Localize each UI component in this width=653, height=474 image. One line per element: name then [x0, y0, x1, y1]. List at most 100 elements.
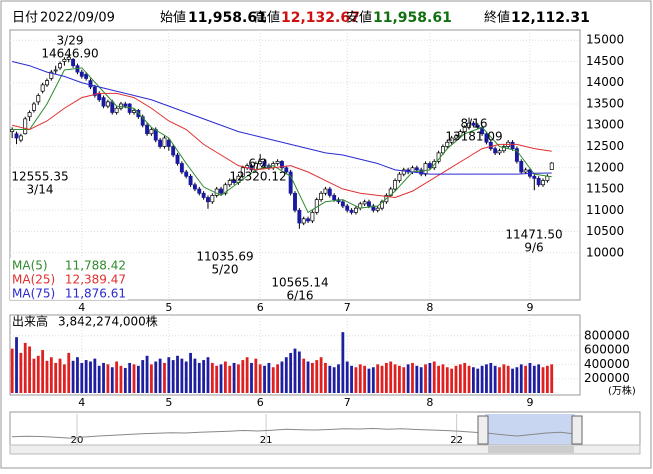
volume-bar	[167, 357, 171, 393]
volume-bar	[150, 364, 153, 393]
volume-bar	[241, 360, 245, 393]
nav-scroll-thumb[interactable]	[488, 446, 574, 453]
volume-bar	[267, 362, 271, 393]
volume-bar	[258, 364, 262, 393]
volume-bar	[250, 362, 253, 393]
volume-bar	[337, 364, 340, 393]
nav-label: 21	[260, 435, 273, 446]
y-tick-label: 400000	[584, 357, 630, 371]
candle-body	[84, 73, 89, 79]
x-tick-label: 4	[78, 396, 85, 409]
y-tick-label: 14500	[586, 54, 624, 68]
candle-body	[71, 58, 76, 67]
volume-bar	[511, 368, 514, 393]
candle-body	[97, 93, 102, 101]
header-label: 終値	[484, 10, 510, 26]
volume-bar	[524, 365, 528, 393]
volume-bar	[393, 364, 397, 393]
annotation: 3/14	[27, 183, 54, 197]
volume-bar	[498, 367, 501, 393]
candle-body	[58, 63, 62, 69]
candle-body	[427, 163, 432, 169]
legend-name: MA(75)	[12, 287, 55, 301]
annotation: 10565.14	[271, 276, 328, 290]
annotation: 5/20	[212, 263, 239, 277]
volume-bar	[76, 357, 79, 393]
candle-body	[549, 162, 554, 170]
candle-body	[332, 195, 337, 201]
y-tick-label: 13500	[586, 96, 624, 110]
y-tick-label: 12500	[586, 139, 624, 153]
y-tick-label: 10500	[586, 224, 624, 238]
candle-body	[319, 192, 324, 201]
candle-body	[132, 110, 136, 113]
candle-body	[49, 71, 54, 79]
volume-bar	[550, 364, 554, 393]
candle-body	[23, 118, 28, 135]
volume-bar	[450, 368, 454, 393]
nav-handle-left[interactable]	[477, 415, 489, 445]
annotation: 11035.69	[196, 250, 253, 264]
candle-body	[184, 171, 189, 177]
volume-bar	[315, 360, 319, 393]
annotation: 13181.09	[445, 130, 502, 144]
ma-line	[12, 60, 552, 175]
volume-bar	[254, 358, 258, 393]
volume-bar	[419, 367, 423, 393]
nav-label: 22	[450, 435, 463, 446]
x-tick-label: 6	[257, 396, 264, 409]
volume-bar	[428, 362, 432, 393]
volume-bar	[89, 361, 92, 393]
candle-body	[306, 218, 311, 222]
volume-bar	[19, 352, 23, 393]
volume-bar	[237, 364, 240, 393]
x-tick-label: 6	[257, 301, 264, 314]
header-label: 安値	[346, 10, 372, 26]
volume-bar	[23, 342, 27, 393]
volume-bar	[432, 361, 436, 393]
nav-handle-right[interactable]	[571, 415, 583, 445]
volume-bar	[437, 365, 440, 393]
candle-body	[105, 101, 110, 107]
volume-bar	[311, 362, 314, 393]
nav-label: 20	[71, 435, 84, 446]
legend-name: MA(25)	[12, 273, 55, 287]
volume-bar	[176, 355, 179, 393]
volume-bar	[284, 357, 288, 393]
candle-body	[349, 209, 354, 213]
candle-body	[101, 97, 106, 107]
volume-bar	[537, 364, 541, 393]
header-label: 高値	[254, 10, 280, 26]
volume-bar	[545, 365, 549, 393]
candle-body	[340, 201, 345, 207]
candle-body	[327, 188, 332, 196]
candle-body	[397, 173, 402, 181]
ma-line	[12, 92, 552, 199]
candle-body	[175, 154, 180, 164]
annotation: 12320.12	[229, 170, 286, 184]
volume-bar	[119, 365, 123, 393]
candle-body	[454, 135, 458, 139]
candle-body	[232, 180, 237, 183]
volume-bar	[171, 360, 175, 393]
candle-body	[375, 207, 380, 211]
volume-bar	[297, 351, 301, 393]
candle-body	[414, 167, 419, 171]
volume-bar	[328, 365, 332, 393]
candle-body	[445, 141, 450, 147]
volume-bar	[489, 362, 493, 393]
volume-bar	[463, 362, 467, 393]
x-tick-label: 9	[526, 301, 533, 314]
volume-bar	[276, 364, 279, 393]
volume-bar	[506, 365, 510, 393]
candle-body	[301, 218, 306, 224]
volume-bar	[519, 364, 523, 393]
candle-body	[123, 103, 128, 107]
candle-body	[514, 148, 519, 162]
volume-bar	[136, 365, 140, 393]
candle-body	[471, 122, 476, 126]
volume-bar	[415, 365, 419, 393]
volume-bar	[445, 367, 449, 393]
volume-bar	[532, 365, 536, 393]
